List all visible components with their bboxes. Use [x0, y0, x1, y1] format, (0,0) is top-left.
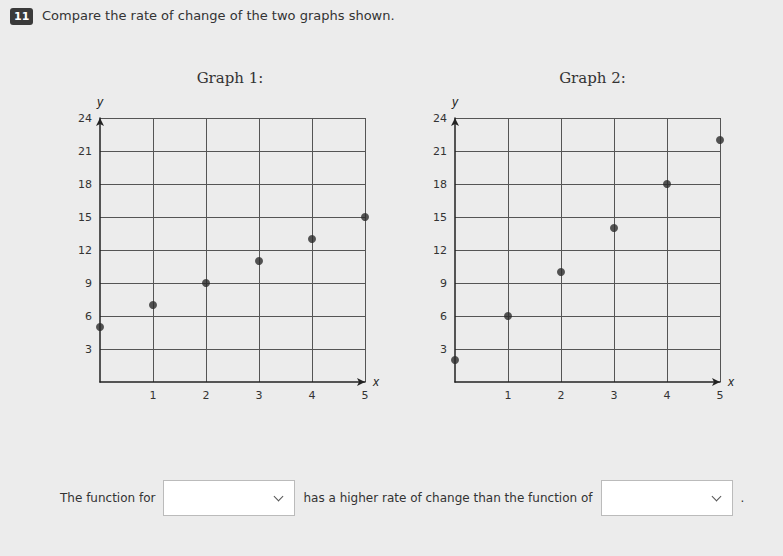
svg-text:21: 21: [78, 145, 92, 158]
svg-text:Graph 1:: Graph 1:: [197, 69, 264, 87]
svg-text:2: 2: [203, 389, 210, 402]
svg-text:6: 6: [85, 310, 92, 323]
html-text:has a higher rate of change th: has a higher rate of change than the fun…: [303, 491, 593, 505]
svg-text:21: 21: [433, 145, 447, 158]
svg-text:2: 2: [558, 389, 565, 402]
svg-text:3: 3: [440, 343, 447, 356]
svg-text:15: 15: [78, 211, 92, 224]
html-text:11: 11: [14, 10, 30, 23]
svg-text:y: y: [451, 95, 459, 109]
svg-text:18: 18: [433, 178, 447, 191]
svg-text:4: 4: [664, 389, 671, 402]
svg-text:1: 1: [505, 389, 512, 402]
svg-text:12: 12: [433, 244, 447, 257]
svg-text:3: 3: [256, 389, 263, 402]
svg-text:Graph 2:: Graph 2:: [559, 69, 626, 87]
svg-text:9: 9: [85, 277, 92, 290]
svg-text:y: y: [96, 95, 104, 109]
svg-text:24: 24: [433, 112, 447, 125]
svg-text:9: 9: [440, 277, 447, 290]
html-text:The function for: The function for: [60, 491, 156, 505]
svg-text:24: 24: [78, 112, 92, 125]
svg-text:5: 5: [362, 389, 369, 402]
svg-text:3: 3: [611, 389, 618, 402]
svg-text:x: x: [727, 375, 735, 389]
svg-text:5: 5: [717, 389, 724, 402]
svg-text:6: 6: [440, 310, 447, 323]
svg-text:x: x: [372, 375, 380, 389]
svg-text:15: 15: [433, 211, 447, 224]
svg-text:3: 3: [85, 343, 92, 356]
svg-text:4: 4: [309, 389, 316, 402]
svg-text:12: 12: [78, 244, 92, 257]
svg-text:18: 18: [78, 178, 92, 191]
svg-text:1: 1: [150, 389, 157, 402]
html-text:Compare the rate of change of: Compare the rate of change of the two gr…: [42, 8, 395, 23]
